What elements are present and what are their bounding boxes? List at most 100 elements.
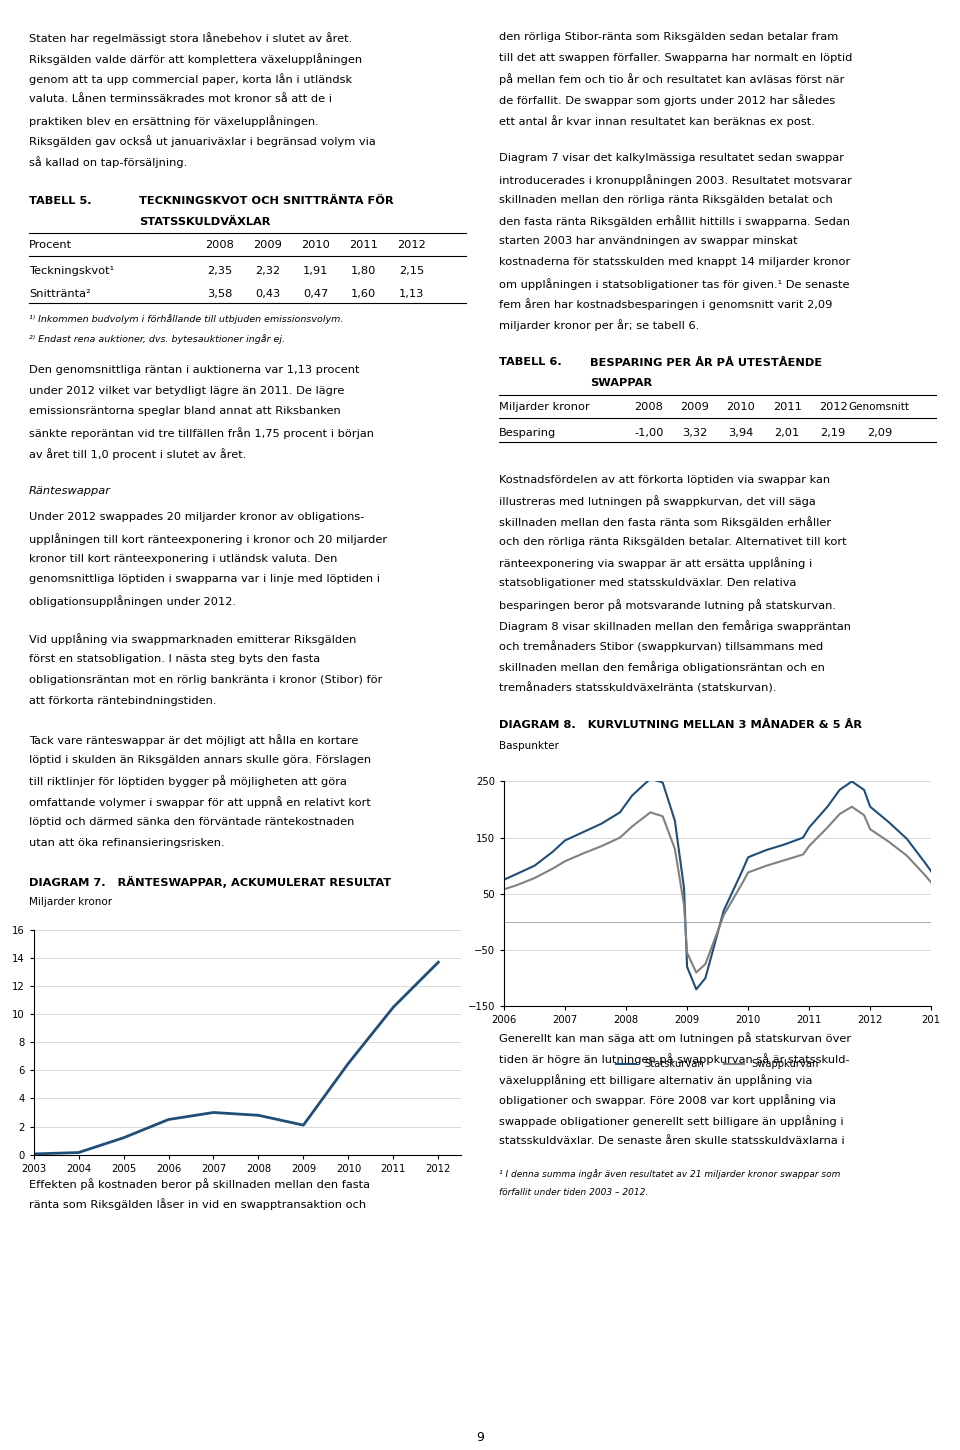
Text: genomsnittliga löptiden i swapparna var i linje med löptiden i: genomsnittliga löptiden i swapparna var … (29, 574, 380, 584)
Swappkurvan (547, 860, 559, 877)
Line: Swappkurvan: Swappkurvan (504, 806, 931, 973)
Text: swappade obligationer generellt sett billigare än upplåning i: swappade obligationer generellt sett bil… (499, 1115, 844, 1127)
Swappkurvan (920, 867, 931, 884)
Text: under 2012 vilket var betydligt lägre än 2011. De lägre: under 2012 vilket var betydligt lägre än… (29, 386, 345, 396)
Swappkurvan (560, 853, 571, 870)
Text: och den rörliga ränta Riksgälden betalar. Alternativet till kort: och den rörliga ränta Riksgälden betalar… (499, 536, 847, 547)
Text: förfallit under tiden 2003 – 2012.: förfallit under tiden 2003 – 2012. (499, 1188, 648, 1198)
Text: statsobligationer med statsskuldväxlar. Den relativa: statsobligationer med statsskuldväxlar. … (499, 579, 797, 589)
Text: statsskuldväxlar. De senaste åren skulle statsskuldväxlarna i: statsskuldväxlar. De senaste åren skulle… (499, 1135, 845, 1146)
Text: fem åren har kostnadsbesparingen i genomsnitt varit 2,09: fem åren har kostnadsbesparingen i genom… (499, 299, 832, 310)
Text: löptid i skulden än Riksgälden annars skulle göra. Förslagen: löptid i skulden än Riksgälden annars sk… (29, 754, 371, 764)
Text: praktiken blev en ersättning för växelupplåningen.: praktiken blev en ersättning för växelup… (29, 115, 319, 126)
Statskurvan (846, 773, 857, 790)
Line: Statskurvan: Statskurvan (504, 779, 931, 989)
Text: Riksgälden valde därför att komplettera växelupplåningen: Riksgälden valde därför att komplettera … (29, 52, 362, 65)
Text: obligationer och swappar. Före 2008 var kort upplåning via: obligationer och swappar. Före 2008 var … (499, 1095, 836, 1106)
Text: de förfallit. De swappar som gjorts under 2012 har således: de förfallit. De swappar som gjorts unde… (499, 94, 835, 106)
Text: 2010: 2010 (727, 402, 756, 412)
Text: introducerades i kronupplåningen 2003. Resultatet motsvarar: introducerades i kronupplåningen 2003. R… (499, 174, 852, 186)
Text: ränta som Riksgälden låser in vid en swapptransaktion och: ränta som Riksgälden låser in vid en swa… (29, 1199, 366, 1211)
Statskurvan (864, 798, 876, 815)
Statskurvan (901, 829, 913, 847)
Text: 2008: 2008 (635, 402, 663, 412)
Text: utan att öka refinansieringsrisken.: utan att öka refinansieringsrisken. (29, 838, 225, 848)
Text: 1,91: 1,91 (303, 267, 328, 277)
Swappkurvan (498, 880, 510, 898)
Text: ett antal år kvar innan resultatet kan beräknas ex post.: ett antal år kvar innan resultatet kan b… (499, 115, 815, 126)
Text: obligationsräntan mot en rörlig bankränta i kronor (Stibor) för: obligationsräntan mot en rörlig bankränt… (29, 674, 382, 684)
Statskurvan (822, 798, 833, 815)
Text: 2009: 2009 (681, 402, 709, 412)
Statskurvan (614, 803, 626, 821)
Text: 1,60: 1,60 (351, 289, 376, 299)
Text: 2,01: 2,01 (775, 428, 800, 438)
Statskurvan (742, 848, 754, 866)
Text: ²⁾ Endast rena auktioner, dvs. bytesauktioner ingår ej.: ²⁾ Endast rena auktioner, dvs. bytesaukt… (29, 334, 285, 344)
Swappkurvan (736, 874, 748, 892)
Text: TECKNINGSKVOT OCH SNITTRÄNTA FÖR: TECKNINGSKVOT OCH SNITTRÄNTA FÖR (139, 196, 394, 206)
Swappkurvan (718, 906, 730, 924)
Statskurvan (627, 787, 638, 805)
Text: 2011: 2011 (773, 402, 802, 412)
Text: Diagram 8 visar skillnaden mellan den femåriga swappräntan: Diagram 8 visar skillnaden mellan den fe… (499, 619, 852, 632)
Text: den fasta ränta Riksgälden erhållit hittills i swapparna. Sedan: den fasta ränta Riksgälden erhållit hitt… (499, 216, 851, 228)
Text: -1,00: -1,00 (635, 428, 663, 438)
Text: 2,09: 2,09 (867, 428, 892, 438)
Text: ¹ I denna summa ingår även resultatet av 21 miljarder kronor swappar som: ¹ I denna summa ingår även resultatet av… (499, 1169, 841, 1179)
Swappkurvan (742, 864, 754, 882)
Text: 1,13: 1,13 (399, 289, 424, 299)
Text: valuta. Lånen terminssäkrades mot kronor så att de i: valuta. Lånen terminssäkrades mot kronor… (29, 94, 332, 104)
Text: till det att swappen förfaller. Swapparna har normalt en löptid: till det att swappen förfaller. Swapparn… (499, 52, 852, 62)
Text: DIAGRAM 7.   RÄNTESWAPPAR, ACKUMULERAT RESULTAT: DIAGRAM 7. RÄNTESWAPPAR, ACKUMULERAT RES… (29, 876, 391, 887)
Swappkurvan (858, 806, 870, 824)
Swappkurvan (627, 818, 638, 835)
Text: Miljarder kronor: Miljarder kronor (499, 402, 590, 412)
Swappkurvan (925, 874, 937, 892)
Text: av året till 1,0 procent i slutet av året.: av året till 1,0 procent i slutet av åre… (29, 448, 246, 460)
Text: 3,32: 3,32 (683, 428, 708, 438)
Text: skillnaden mellan den fasta ränta som Riksgälden erhåller: skillnaden mellan den fasta ränta som Ri… (499, 516, 831, 528)
Swappkurvan (679, 896, 690, 914)
Swappkurvan (901, 847, 913, 864)
Text: 2,32: 2,32 (255, 267, 280, 277)
Text: skillnaden mellan den rörliga ränta Riksgälden betalat och: skillnaden mellan den rörliga ränta Riks… (499, 194, 833, 204)
Text: besparingen beror på motsvarande lutning på statskurvan.: besparingen beror på motsvarande lutning… (499, 599, 836, 610)
Text: STATSSKULDVÄXLAR: STATSSKULDVÄXLAR (139, 216, 271, 226)
Text: Diagram 7 visar det kalkylmässiga resultatet sedan swappar: Diagram 7 visar det kalkylmässiga result… (499, 154, 844, 164)
Text: Procent: Procent (29, 241, 72, 251)
Text: skillnaden mellan den femåriga obligationsräntan och en: skillnaden mellan den femåriga obligatio… (499, 661, 825, 673)
Text: 2011: 2011 (349, 241, 378, 251)
Swappkurvan (822, 819, 833, 837)
Text: SWAPPAR: SWAPPAR (590, 378, 653, 389)
Text: Snittränta²: Snittränta² (29, 289, 90, 299)
Text: 3,58: 3,58 (207, 289, 232, 299)
Text: Effekten på kostnaden beror på skillnaden mellan den fasta: Effekten på kostnaden beror på skillnade… (29, 1177, 370, 1190)
Text: Teckningskvot¹: Teckningskvot¹ (29, 267, 114, 277)
Text: att förkorta räntebindningstiden.: att förkorta räntebindningstiden. (29, 696, 216, 706)
Text: ränteexponering via swappar är att ersätta upplåning i: ränteexponering via swappar är att ersät… (499, 558, 812, 570)
Text: BESPARING PER ÅR PÅ UTESTÅENDE: BESPARING PER ÅR PÅ UTESTÅENDE (590, 358, 823, 367)
Text: till riktlinjer för löptiden bygger på möjligheten att göra: till riktlinjer för löptiden bygger på m… (29, 776, 347, 787)
Text: TABELL 6.: TABELL 6. (499, 358, 562, 367)
Swappkurvan (700, 956, 711, 973)
Text: Generellt kan man säga att om lutningen på statskurvan över: Generellt kan man säga att om lutningen … (499, 1032, 852, 1044)
Text: 1,80: 1,80 (351, 267, 376, 277)
Text: kronor till kort ränteexponering i utländsk valuta. Den: kronor till kort ränteexponering i utlän… (29, 554, 337, 564)
Text: 2008: 2008 (205, 241, 234, 251)
Swappkurvan (529, 870, 540, 887)
Text: Miljarder kronor: Miljarder kronor (29, 896, 112, 906)
Text: tiden är högre än lutningen på swappkurvan så är statsskuld-: tiden är högre än lutningen på swappkurv… (499, 1053, 850, 1064)
Statskurvan (679, 880, 690, 898)
Text: så kallad on tap-försäljning.: så kallad on tap-försäljning. (29, 157, 187, 168)
Statskurvan (547, 842, 559, 860)
Statskurvan (669, 812, 681, 829)
Text: först en statsobligation. I nästa steg byts den fasta: först en statsobligation. I nästa steg b… (29, 654, 320, 664)
Swappkurvan (578, 845, 589, 863)
Text: Under 2012 swappades 20 miljarder kronor av obligations-: Under 2012 swappades 20 miljarder kronor… (29, 512, 364, 522)
Swappkurvan (864, 821, 876, 838)
Text: den rörliga Stibor-ränta som Riksgälden sedan betalar fram: den rörliga Stibor-ränta som Riksgälden … (499, 32, 838, 42)
Text: starten 2003 har användningen av swappar minskat: starten 2003 har användningen av swappar… (499, 236, 798, 247)
Text: Staten har regelmässigt stora lånebehov i slutet av året.: Staten har regelmässigt stora lånebehov … (29, 32, 352, 44)
Text: obligationsupplåningen under 2012.: obligationsupplåningen under 2012. (29, 594, 236, 608)
